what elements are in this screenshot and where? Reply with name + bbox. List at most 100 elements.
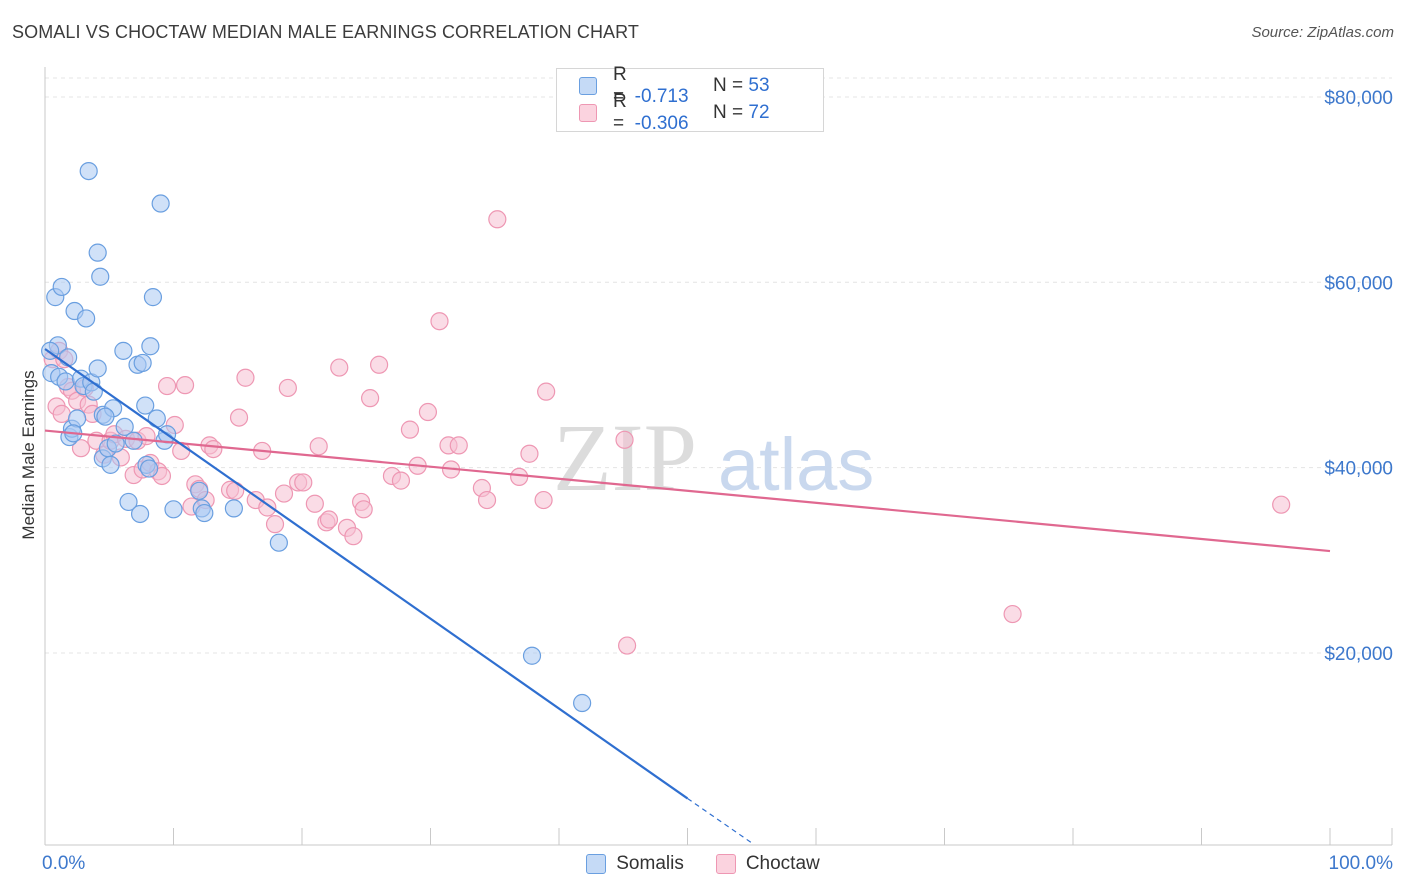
somali-point — [573, 693, 592, 713]
legend-row-choctaw: R = -0.306 N = 72 — [579, 91, 770, 134]
choctaw-point — [175, 376, 195, 395]
somali-point — [522, 646, 542, 665]
choctaw-point — [361, 389, 380, 408]
somali-point — [195, 503, 214, 523]
legend-r-label: R = — [613, 64, 627, 107]
legend-n-value: 72 — [748, 102, 770, 123]
somali-trend-extension — [687, 797, 753, 844]
choctaw-point — [418, 402, 438, 422]
choctaw-point — [278, 378, 297, 398]
legend-swatch-somalis — [579, 77, 597, 95]
choctaw-point — [52, 404, 71, 423]
choctaw-point — [370, 355, 389, 374]
legend-n-label: N = — [713, 75, 744, 96]
legend-swatch-somalis — [586, 854, 607, 874]
choctaw-trend-line — [44, 429, 1331, 553]
somali-point — [56, 372, 75, 391]
legend-r-label: R = — [613, 91, 627, 134]
somali-point — [52, 277, 71, 297]
choctaw-point — [1272, 495, 1291, 514]
choctaw-point — [305, 494, 324, 513]
choctaw-point — [488, 210, 507, 229]
legend-label-choctaw: Choctaw — [745, 853, 820, 874]
somali-point — [79, 162, 98, 181]
choctaw-point — [226, 481, 245, 500]
choctaw-point — [477, 490, 497, 510]
choctaw-point — [71, 439, 91, 458]
legend-row-somalis: R = -0.713 N = 53 — [579, 64, 770, 107]
choctaw-point — [157, 376, 177, 396]
choctaw-point — [520, 444, 539, 463]
legend-r-value: -0.713 — [634, 86, 689, 107]
y-tick-label: $40,000 — [1324, 459, 1393, 480]
y-axis-label: Median Male Earnings — [19, 370, 38, 540]
somali-point — [269, 533, 288, 552]
series-legend: Somalis Choctaw — [0, 851, 1406, 877]
choctaw-point — [510, 467, 529, 486]
somali-point — [88, 359, 107, 378]
watermark: ZIP atlas — [553, 404, 874, 511]
somali-point — [133, 353, 152, 373]
watermark-zip: ZIP — [553, 404, 697, 511]
choctaw-point — [1003, 604, 1022, 624]
choctaw-point — [294, 473, 313, 492]
somali-series — [41, 162, 592, 713]
somali-point — [130, 504, 150, 524]
somali-point — [101, 455, 120, 474]
y-tick-label: $20,000 — [1324, 644, 1393, 665]
somali-point — [119, 492, 138, 512]
somali-point — [84, 382, 103, 401]
somali-point — [136, 396, 155, 415]
y-tick-label: $80,000 — [1324, 88, 1393, 109]
y-tick-label: $60,000 — [1324, 273, 1393, 294]
choctaw-point — [319, 510, 339, 529]
somali-point — [91, 267, 110, 286]
legend-swatch-choctaw — [579, 104, 597, 122]
x-tick-label: 100.0% — [1329, 853, 1394, 874]
grid-lines — [45, 77, 1392, 654]
somali-point — [151, 194, 170, 213]
choctaw-point — [449, 436, 468, 455]
somali-point — [139, 459, 159, 478]
y-tick-labels: $20,000 $40,000 $60,000 $80,000 — [1324, 88, 1393, 665]
legend-r-value: -0.306 — [634, 113, 689, 134]
legend-n-label: N = — [713, 102, 744, 123]
source-credit: Source: ZipAtlas.com — [1251, 24, 1394, 41]
somali-point — [114, 341, 133, 360]
somali-point — [124, 431, 143, 450]
legend-swatch-choctaw — [715, 854, 736, 874]
choctaw-point — [229, 408, 249, 427]
somali-point — [77, 309, 96, 328]
somali-trend-line — [44, 348, 689, 800]
choctaw-point — [430, 312, 449, 331]
legend-label-somalis: Somalis — [616, 853, 684, 874]
somali-point — [68, 409, 87, 428]
choctaw-point — [258, 498, 277, 517]
choctaw-point — [400, 420, 420, 439]
choctaw-point — [265, 515, 285, 534]
x-tick-label: 0.0% — [42, 853, 85, 874]
watermark-atlas: atlas — [718, 423, 874, 506]
trend-lines — [44, 348, 1331, 844]
somali-point — [88, 243, 107, 262]
somali-point — [141, 337, 160, 356]
legend-n-value: 53 — [748, 75, 770, 96]
choctaw-series — [43, 210, 1291, 655]
choctaw-point — [618, 636, 637, 655]
correlation-legend: R = -0.713 N = 53 R = -0.306 N = 72 — [556, 64, 824, 134]
somali-point — [96, 407, 115, 426]
choctaw-point — [204, 440, 223, 459]
legend-item-somalis[interactable]: Somalis — [586, 853, 684, 875]
somali-point — [143, 288, 163, 307]
choctaw-point — [391, 471, 411, 490]
somali-point — [147, 409, 166, 428]
choctaw-point — [344, 527, 363, 546]
choctaw-point — [615, 430, 634, 449]
choctaw-point — [274, 484, 294, 503]
somali-point — [164, 500, 183, 519]
choctaw-point — [309, 437, 328, 456]
chart-title: SOMALI VS CHOCTAW MEDIAN MALE EARNINGS C… — [12, 22, 640, 42]
axes — [44, 67, 1393, 846]
legend-item-choctaw[interactable]: Choctaw — [715, 853, 820, 875]
